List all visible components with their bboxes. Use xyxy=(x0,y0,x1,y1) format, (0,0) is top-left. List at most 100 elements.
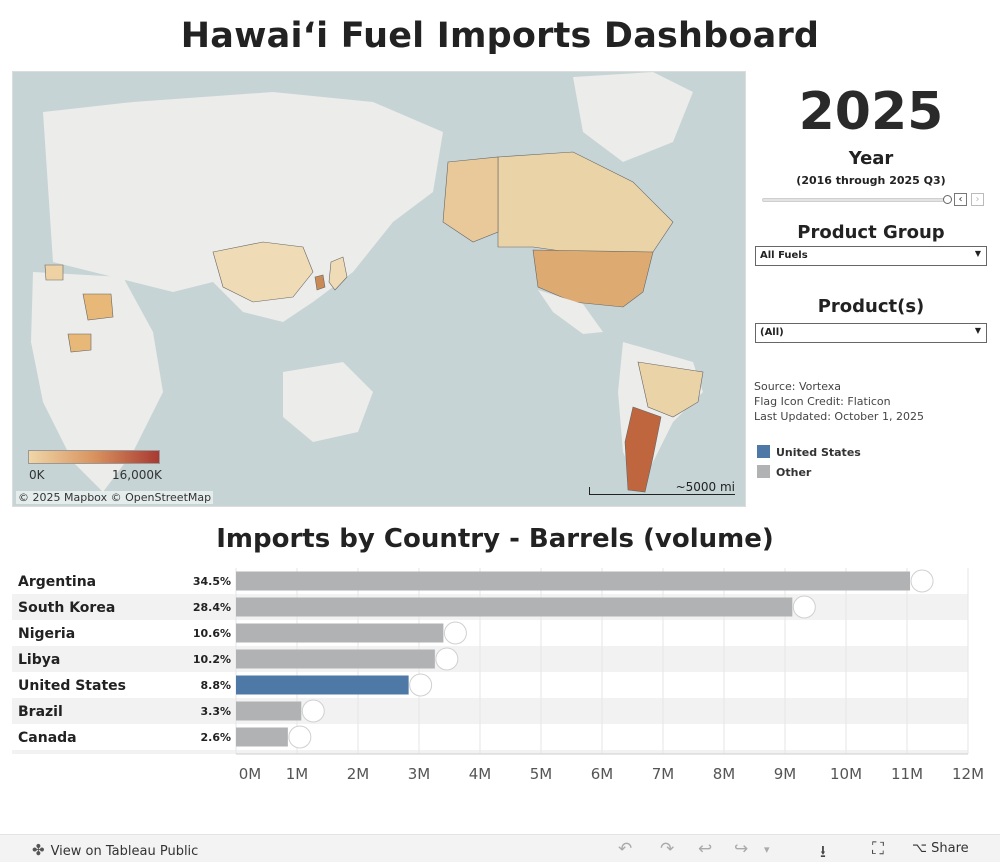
undo-icon[interactable]: ↶ xyxy=(618,839,633,859)
category-label: Nigeria xyxy=(18,626,75,642)
map-scale-bar xyxy=(589,487,735,495)
share-label: Share xyxy=(931,841,969,856)
chevron-down-icon[interactable]: ▾ xyxy=(764,843,770,856)
imports-bar-chart: Argentina 34.5% South Korea 28.4% Nigeria 10.… xyxy=(0,560,1000,783)
x-tick-label: 1M xyxy=(286,765,309,780)
x-tick-label: 0M xyxy=(239,765,262,780)
landmass-greenland xyxy=(573,72,693,162)
redo-icon[interactable]: ↷ xyxy=(660,839,675,859)
choropleth-map[interactable]: 0K 16,000K ~5000 mi © 2025 Mapbox © Open… xyxy=(12,71,746,507)
row-band xyxy=(12,750,968,754)
country-china xyxy=(212,241,314,303)
category-label: Canada xyxy=(18,730,77,746)
year-slider-handle[interactable] xyxy=(943,195,952,204)
country-flag-icon xyxy=(792,595,816,619)
percent-label: 8.8% xyxy=(200,679,231,692)
year-slider-track[interactable] xyxy=(762,198,948,202)
x-tick-label: 12M xyxy=(952,765,984,780)
refresh-icon[interactable]: ↪ xyxy=(734,839,749,859)
bar-chart-svg: Argentina 34.5% South Korea 28.4% Nigeria 10.… xyxy=(12,568,984,783)
landmass-africa xyxy=(31,272,163,492)
country-flag-icon xyxy=(435,647,459,671)
country-brazil xyxy=(637,361,704,418)
country-united-states xyxy=(532,249,654,308)
source-info: Source: Vortexa Flag Icon Credit: Flatic… xyxy=(754,379,924,424)
selected-year: 2025 xyxy=(798,82,944,142)
percent-label: 28.4% xyxy=(193,601,231,614)
year-filter-label: Year xyxy=(848,148,894,169)
fullscreen-icon[interactable]: ⛶ xyxy=(872,839,884,859)
country-flag-icon xyxy=(301,699,325,723)
download-icon[interactable]: ⭳ xyxy=(820,842,826,862)
bar xyxy=(236,701,302,721)
country-flag-icon xyxy=(288,725,312,749)
legend-swatch xyxy=(757,465,770,478)
view-on-tableau-link[interactable]: ✤ View on Tableau Public xyxy=(32,841,198,859)
x-tick-label: 8M xyxy=(713,765,736,780)
country-morocco xyxy=(44,264,64,281)
x-tick-label: 5M xyxy=(530,765,553,780)
landmass-australia xyxy=(283,362,373,442)
dropdown-arrow-icon: ▼ xyxy=(974,249,981,258)
bar xyxy=(236,649,435,669)
dashboard-title: Hawai‘i Fuel Imports Dashboard xyxy=(180,16,820,56)
color-legend-max: 16,000K xyxy=(112,468,162,482)
category-label: Brazil xyxy=(18,704,63,720)
year-range-note: (2016 through 2025 Q3) xyxy=(796,174,946,187)
map-attribution[interactable]: © 2025 Mapbox © OpenStreetMap xyxy=(16,491,214,504)
last-updated-text: Last Updated: October 1, 2025 xyxy=(754,410,924,423)
source-text: Source: Vortexa xyxy=(754,380,842,393)
x-tick-label: 4M xyxy=(469,765,492,780)
product-group-dropdown[interactable]: All Fuels ▼ xyxy=(755,246,987,266)
legend-label: United States xyxy=(776,446,861,459)
product-group-value: All Fuels xyxy=(760,250,808,261)
country-libya xyxy=(82,293,114,321)
flag-credit-text: Flag Icon Credit: Flaticon xyxy=(754,395,891,408)
country-south-korea xyxy=(314,274,326,291)
bar xyxy=(236,623,444,643)
chevron-right-icon[interactable]: › xyxy=(971,193,984,206)
category-label: South Korea xyxy=(18,600,115,616)
country-flag-icon xyxy=(443,621,467,645)
color-legend-ramp xyxy=(28,450,160,464)
row-band xyxy=(12,698,968,724)
chevron-left-icon[interactable]: ‹ xyxy=(954,193,967,206)
percent-label: 10.6% xyxy=(193,627,231,640)
x-tick-label: 11M xyxy=(891,765,923,780)
country-flag-icon xyxy=(910,569,934,593)
percent-label: 2.6% xyxy=(200,731,231,744)
x-tick-label: 9M xyxy=(774,765,797,780)
world-map-shapes xyxy=(13,72,745,506)
products-dropdown[interactable]: (All) ▼ xyxy=(755,323,987,343)
legend-label: Other xyxy=(776,466,812,479)
x-tick-label: 10M xyxy=(830,765,862,780)
row-band xyxy=(12,646,968,672)
tableau-logo-icon: ✤ xyxy=(32,841,45,859)
x-tick-label: 2M xyxy=(347,765,370,780)
country-japan xyxy=(328,256,348,291)
share-button[interactable]: ⌥ Share xyxy=(912,841,969,856)
category-label: United States xyxy=(18,678,126,694)
color-legend-min: 0K xyxy=(29,468,45,482)
share-icon: ⌥ xyxy=(912,841,927,856)
products-value: (All) xyxy=(760,327,784,338)
view-on-tableau-label: View on Tableau Public xyxy=(50,844,199,859)
dropdown-arrow-icon: ▼ xyxy=(974,326,981,335)
revert-icon[interactable]: ↩ xyxy=(698,839,713,859)
country-alaska xyxy=(442,156,499,243)
percent-label: 3.3% xyxy=(200,705,231,718)
country-nigeria xyxy=(67,333,92,353)
map-scale-label: ~5000 mi xyxy=(675,480,735,494)
country-mexico xyxy=(538,290,603,334)
legend-item-other[interactable]: Other xyxy=(757,465,811,479)
bar xyxy=(236,571,911,591)
product-group-label: Product Group xyxy=(797,222,945,243)
bar-chart-title: Imports by Country - Barrels (volume) xyxy=(216,524,774,554)
x-tick-label: 3M xyxy=(408,765,431,780)
legend-item-united-states[interactable]: United States xyxy=(757,445,861,459)
bar xyxy=(236,597,793,617)
country-flag-icon xyxy=(409,673,433,697)
bar xyxy=(236,675,409,695)
legend-swatch xyxy=(757,445,770,458)
category-label: Argentina xyxy=(18,574,96,590)
